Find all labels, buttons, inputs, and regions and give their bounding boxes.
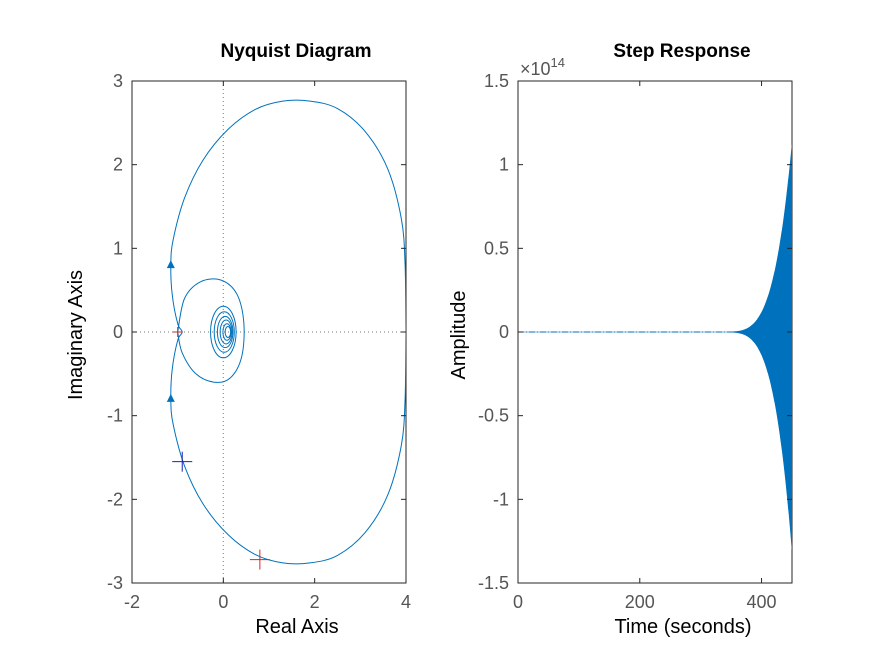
step-ytick-label: -1 (493, 489, 509, 509)
nyquist-marker (172, 451, 193, 472)
step-title: Step Response (613, 41, 750, 62)
step-xtick-label: 200 (625, 592, 655, 612)
nyquist-spiral-ring (216, 315, 234, 349)
step-xtick-label: 400 (747, 592, 777, 612)
nyquist-spiral-ring (213, 311, 235, 353)
step-y-multiplier: ×1014 (520, 55, 565, 79)
nyquist-ytick-label: 1 (113, 238, 123, 258)
step-ytick-label: -0.5 (478, 406, 509, 426)
nyquist-direction-arrow (166, 393, 175, 402)
nyquist-ytick-label: -3 (107, 573, 123, 593)
nyquist-title: Nyquist Diagram (221, 41, 372, 62)
nyquist-ytick-label: -2 (107, 489, 123, 509)
nyquist-ytick-label: 0 (113, 322, 123, 342)
nyquist-xtick-label: -2 (124, 592, 140, 612)
step-ytick-label: 0.5 (484, 238, 509, 258)
step-ytick-label: -1.5 (478, 573, 509, 593)
step-ytick-label: 1 (499, 155, 509, 175)
nyquist-spiral (210, 305, 237, 359)
nyquist-ytick-label: 3 (113, 71, 123, 91)
step-ytick-label: 0 (499, 322, 509, 342)
step-xtick-label: 0 (513, 592, 523, 612)
nyquist-xlabel: Real Axis (255, 616, 338, 638)
nyquist-direction-arrow (166, 260, 175, 269)
nyquist-marker (172, 327, 183, 337)
step-ytick-label: 1.5 (484, 71, 509, 91)
nyquist-ylabel: Imaginary Axis (65, 270, 87, 400)
step-ylabel: Amplitude (448, 291, 470, 380)
nyquist-spiral-ring (219, 319, 233, 345)
nyquist-xtick-label: 0 (218, 592, 228, 612)
nyquist-xtick-label: 2 (310, 592, 320, 612)
nyquist-ytick-label: -1 (107, 406, 123, 426)
nyquist-marker (249, 549, 270, 570)
step-xlabel: Time (seconds) (614, 616, 751, 638)
nyquist-xtick-label: 4 (401, 592, 411, 612)
nyquist-spiral-ring (210, 305, 237, 359)
nyquist-spiral-ring (224, 325, 232, 339)
step-chart: 0 200 400-1.5-1-0.500.511.5 Step Response … (448, 41, 793, 638)
nyquist-ytick-label: 2 (113, 155, 123, 175)
